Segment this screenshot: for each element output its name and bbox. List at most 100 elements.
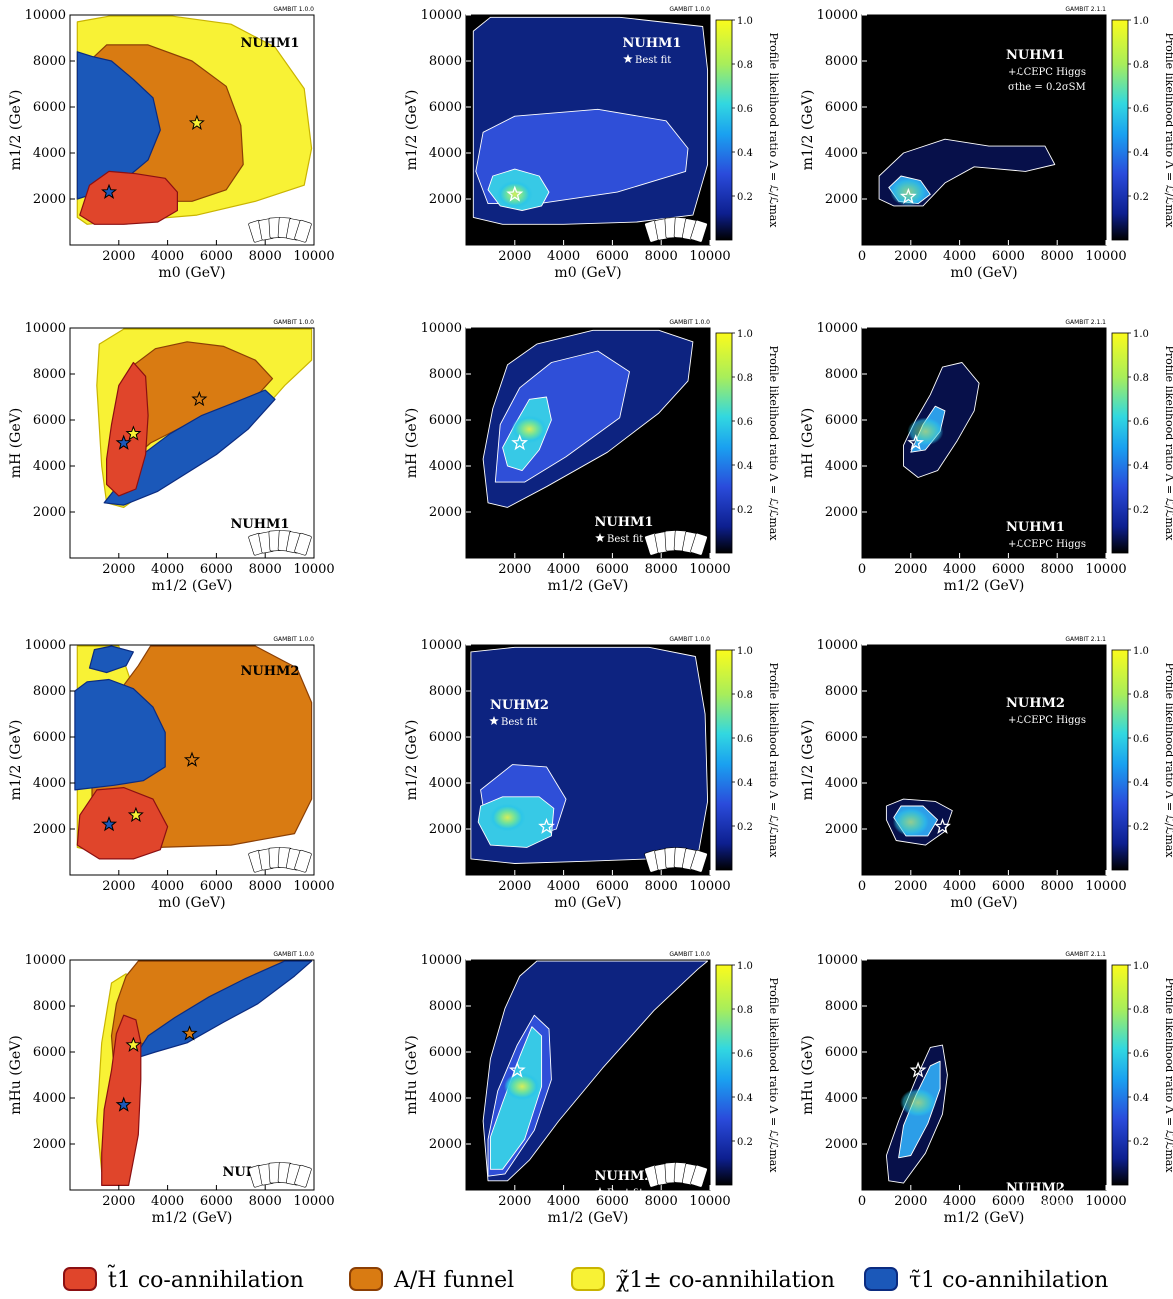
colorbar-label: Profile likelihood ratio Λ = ℒ/ℒmax	[1163, 345, 1173, 541]
colorbar-tick-label: 0.2	[1133, 192, 1149, 203]
model-label: NUHM2	[1006, 1181, 1065, 1196]
y-tick-label: 10000	[25, 8, 66, 23]
plot-area	[96, 960, 313, 1186]
x-tick-label: 4000	[151, 562, 184, 577]
gambit-version: GAMBIT 1.0.0	[273, 319, 314, 326]
y-tick-label: 4000	[429, 776, 462, 791]
plot-frame	[69, 644, 315, 876]
x-tick-label: 4000	[943, 1194, 976, 1209]
gambit-cards-logo	[248, 847, 312, 873]
plot-frame	[861, 644, 1107, 876]
colorbar-tick-label: 0.2	[1133, 822, 1149, 833]
y-tick-label: 6000	[33, 730, 66, 745]
x-tick-label: 8000	[645, 1194, 678, 1209]
colorbar-tick-label: 0.8	[737, 1005, 753, 1016]
plot-frame	[861, 327, 1107, 559]
best-fit-star	[934, 817, 951, 834]
y-axis-label: mH (GeV)	[8, 408, 24, 478]
y-tick-label: 4000	[429, 146, 462, 161]
plot-frame	[465, 644, 711, 876]
x-tick-label: 2000	[894, 562, 927, 577]
y-tick-label: 4000	[429, 1091, 462, 1106]
y-tick-label: 6000	[429, 730, 462, 745]
best-fit-star	[538, 817, 555, 834]
plot-frame	[465, 14, 711, 246]
y-tick-label: 8000	[825, 367, 858, 382]
x-axis-label: m1/2 (GeV)	[548, 578, 629, 594]
region-stau-3	[88, 645, 134, 674]
gambit-version: GAMBIT 1.0.0	[669, 951, 710, 958]
y-tick-label: 8000	[33, 367, 66, 382]
chart-panel-1-3: 2000 2000 4000 4000 6000 6000 8000 8000 10000 100…	[800, 6, 1173, 281]
colorbar-tick-label: 0.6	[1133, 734, 1149, 745]
constraint-label-1: σthe = 0.2σSM	[1008, 82, 1086, 93]
best-fit-star-2	[183, 751, 201, 767]
x-tick-label: 8000	[249, 879, 282, 894]
colorbar-tick-label: 0.8	[737, 60, 753, 71]
y-tick-label: 6000	[825, 730, 858, 745]
x-tick-label: 10000	[689, 249, 730, 264]
chart-panel-2-1: 2000 2000 4000 4000 6000 6000 8000 8000 10000 100…	[8, 319, 335, 594]
y-axis-label: m1/2 (GeV)	[404, 90, 420, 171]
colorbar-tick-label: 1.0	[1133, 16, 1149, 27]
colorbar-tick-label: 1.0	[737, 646, 753, 657]
x-tick-label: 10000	[293, 1194, 334, 1209]
y-tick-label: 10000	[421, 638, 462, 653]
colorbar-tick-label: 1.0	[1133, 329, 1149, 340]
x-tick-label: 6000	[596, 562, 629, 577]
x-tick-label: 2000	[498, 879, 531, 894]
x-tick-label: 2000	[102, 249, 135, 264]
x-tick-label: 8000	[1041, 879, 1074, 894]
y-tick-label: 4000	[33, 459, 66, 474]
x-tick-label: 8000	[1041, 249, 1074, 264]
model-label: NUHM1	[1006, 48, 1065, 63]
colorbar-label: Profile likelihood ratio Λ = ℒ/ℒmax	[767, 977, 780, 1173]
plot-area	[470, 646, 709, 864]
gambit-cards-logo	[644, 217, 708, 243]
y-tick-label: 2000	[825, 192, 858, 207]
colorbar-tick-label: 0.2	[1133, 505, 1149, 516]
x-tick-label: 2000	[894, 249, 927, 264]
x-axis-label: m0 (GeV)	[950, 265, 1017, 281]
gambit-cards-logo	[248, 530, 312, 556]
colorbar-tick-label: 0.4	[1133, 148, 1149, 159]
chart-panel-1-2: 2000 2000 4000 4000 6000 6000 8000 8000 10000 100…	[404, 6, 780, 281]
y-tick-label: 2000	[33, 505, 66, 520]
colorbar-tick-label: 0.4	[1133, 1093, 1149, 1104]
y-tick-label: 8000	[429, 54, 462, 69]
y-tick-label: 10000	[25, 638, 66, 653]
x-tick-label: 4000	[151, 1194, 184, 1209]
best-fit-star-2	[181, 1025, 198, 1041]
gambit-version: GAMBIT 2.1.1	[1065, 6, 1106, 13]
y-tick-label: 6000	[825, 413, 858, 428]
y-tick-label: 8000	[825, 999, 858, 1014]
region-stau-2	[103, 389, 276, 506]
colorbar	[1111, 649, 1129, 871]
best-fit-star	[511, 434, 529, 451]
colorbar	[1111, 964, 1129, 1186]
colorbar-tick-label: 0.6	[737, 734, 753, 745]
y-axis-label: m1/2 (GeV)	[8, 90, 24, 171]
plot-area	[885, 1044, 948, 1184]
x-tick-label: 4000	[943, 562, 976, 577]
x-tick-label: 2000	[498, 1194, 531, 1209]
legend-item-1: A/H funnel	[349, 1267, 514, 1293]
chart-panel-4-1: 2000 2000 4000 4000 6000 6000 8000 8000 10000 100…	[8, 951, 335, 1226]
colorbar-tick-label: 0.4	[1133, 461, 1149, 472]
x-tick-label: 10000	[689, 879, 730, 894]
likelihood-maximum	[496, 180, 533, 209]
x-tick-label: 6000	[596, 879, 629, 894]
likelihood-maximum	[900, 1088, 937, 1117]
likelihood-maximum	[489, 803, 526, 832]
x-axis-label: m1/2 (GeV)	[944, 1210, 1025, 1226]
gambit-version: GAMBIT 1.0.0	[669, 636, 710, 643]
constraint-label-0: +ℒCEPC Higgs	[1008, 715, 1086, 726]
gambit-version: GAMBIT 1.0.0	[273, 636, 314, 643]
colorbar-label: Profile likelihood ratio Λ = ℒ/ℒmax	[767, 662, 780, 858]
x-tick-label: 6000	[992, 562, 1025, 577]
best-fit-star-1	[125, 1036, 142, 1052]
gambit-version: GAMBIT 1.0.0	[273, 6, 314, 13]
chart-panel-3-3: 2000 2000 4000 4000 6000 6000 8000 8000 10000 100…	[800, 636, 1173, 911]
colorbar-label: Profile likelihood ratio Λ = ℒ/ℒmax	[767, 32, 780, 228]
y-tick-label: 10000	[421, 953, 462, 968]
